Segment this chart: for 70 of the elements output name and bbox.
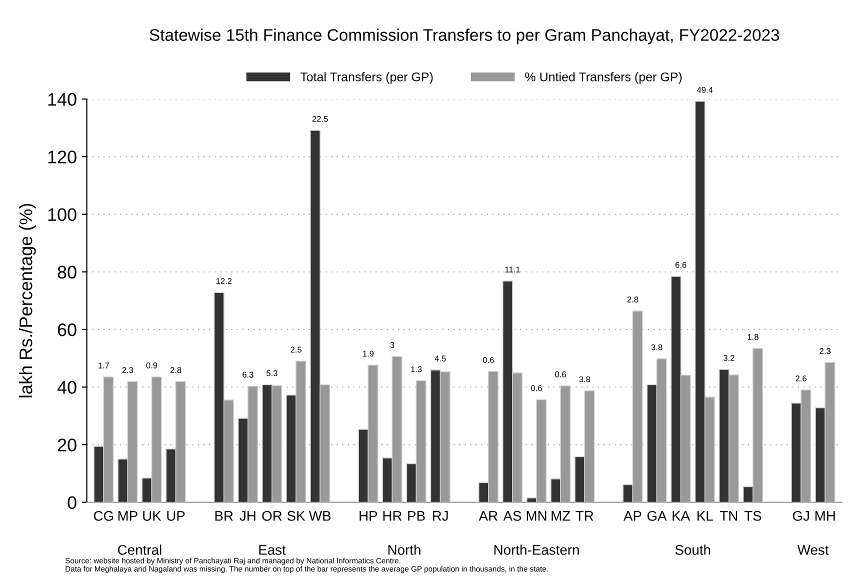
annotation: 1.7: [98, 362, 110, 368]
x-tick-label: UP: [167, 511, 185, 521]
y-tick-label: 80: [58, 266, 76, 279]
annotation: 0.6: [531, 385, 542, 392]
annotation: 6.6: [675, 262, 686, 268]
x-tick-label: MN: [526, 511, 546, 521]
y-tick-label: 20: [58, 438, 76, 452]
y-tick-label: 40: [57, 381, 76, 394]
annotation: 0.6: [555, 371, 566, 378]
x-tick-label: CG: [94, 510, 114, 521]
x-tick-label: TN: [720, 511, 738, 521]
text: South: [675, 544, 710, 555]
y-tick-label: 0: [68, 496, 76, 509]
y-tick-label: 100: [48, 208, 76, 221]
x-tick-label: AR: [478, 511, 498, 521]
y-axis-title: lakh Rs./Percentage (%): [19, 204, 36, 398]
y-tick-label: 120: [48, 150, 76, 164]
legend-label: Total Transfers (per GP): [300, 72, 433, 84]
annotation: 2.8: [627, 296, 638, 302]
text: Central: [118, 544, 162, 555]
annotation: 2.8: [170, 367, 182, 374]
annotation: 2.5: [290, 346, 302, 353]
x-tick-label: OR: [262, 510, 282, 521]
annotation: 3.2: [723, 355, 734, 361]
x-tick-label: AP: [623, 511, 642, 521]
x-tick-label: AS: [503, 510, 522, 521]
annotation: 12.2: [216, 278, 232, 284]
x-tick-label: JH: [240, 511, 256, 521]
annotation: 0.6: [482, 357, 494, 363]
x-tick-label: GJ: [792, 510, 809, 521]
x-tick-label: KL: [698, 511, 713, 521]
annotation: 0.9: [146, 362, 158, 368]
annotation: 2.3: [820, 348, 831, 354]
annotation: 1.8: [748, 334, 758, 340]
annotation: 3: [390, 342, 394, 348]
chart-title: Statewise 15th Finance Commission Transfers to per Gram Panchayat, FY2022-2023: [150, 28, 780, 44]
y-tick-label: 60: [58, 323, 76, 336]
annotation: 1.3: [411, 366, 422, 372]
text: East: [259, 545, 286, 555]
x-tick-label: MP: [118, 511, 138, 521]
annotation: 5.3: [266, 370, 278, 376]
x-tick-label: HP: [360, 511, 378, 521]
text: North-Eastern: [494, 544, 579, 555]
annotation: 1.9: [363, 350, 374, 357]
annotation: 3.8: [651, 344, 662, 350]
annotation: 49.4: [696, 86, 713, 93]
x-tick-label: KA: [672, 511, 690, 521]
annotation: 11.1: [505, 266, 520, 272]
x-tick-label: WB: [308, 511, 331, 521]
annotation: 4.5: [434, 356, 446, 362]
text: North: [388, 544, 420, 555]
x-tick-label: RJ: [432, 511, 448, 521]
y-tick-label: 140: [48, 93, 76, 106]
annotation: 2.3: [122, 367, 134, 374]
x-tick-label: GA: [647, 510, 667, 521]
legend-label: % Untied Transfers (per GP): [525, 72, 682, 84]
x-tick-label: HR: [383, 511, 402, 521]
x-tick-label: UK: [143, 511, 162, 521]
text: West: [797, 545, 829, 555]
x-tick-label: BR: [215, 511, 233, 521]
annotation: 2.6: [796, 375, 806, 382]
annotation: 6.3: [242, 372, 254, 378]
x-tick-label: TR: [576, 511, 594, 521]
x-tick-label: MH: [815, 511, 835, 521]
annotation: 22.5: [312, 116, 328, 122]
x-tick-label: MZ: [552, 511, 570, 521]
x-tick-label: SK: [287, 510, 306, 521]
x-tick-label: TS: [744, 510, 762, 521]
annotation: 3.8: [579, 376, 590, 382]
x-tick-label: PB: [408, 511, 425, 521]
